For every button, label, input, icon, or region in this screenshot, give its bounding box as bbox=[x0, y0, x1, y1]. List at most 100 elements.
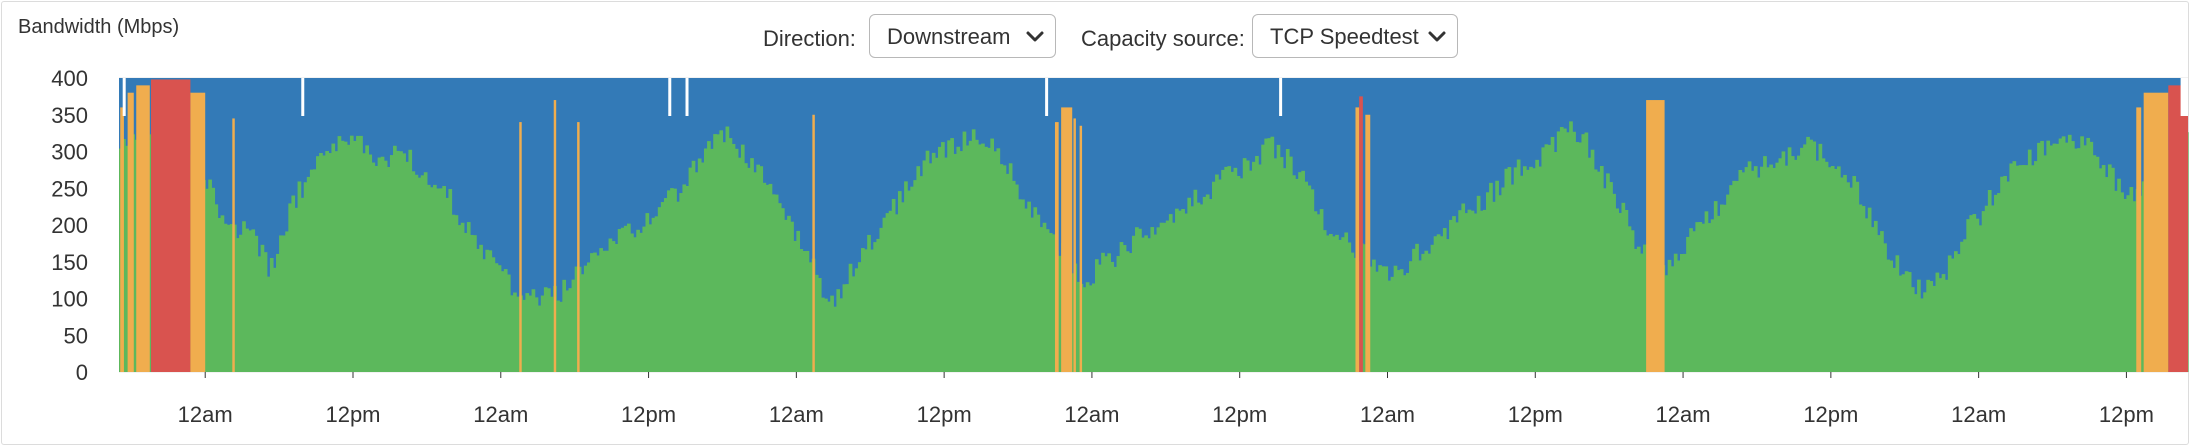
usage-bar bbox=[1710, 219, 1715, 372]
usage-bar bbox=[1088, 285, 1093, 372]
x-tick-label: 12am bbox=[1064, 402, 1119, 427]
usage-bar bbox=[288, 203, 293, 372]
chevron-down-icon bbox=[1428, 31, 1446, 42]
usage-bar bbox=[1461, 203, 1466, 372]
usage-bar bbox=[1178, 210, 1182, 372]
usage-bar bbox=[805, 250, 810, 372]
usage-spike-warning bbox=[190, 92, 206, 372]
usage-bar bbox=[1445, 239, 1450, 372]
usage-bar bbox=[1402, 275, 1407, 372]
usage-bar bbox=[1436, 234, 1441, 372]
usage-bar bbox=[673, 188, 677, 372]
usage-bar bbox=[1883, 243, 1887, 372]
usage-bar bbox=[294, 207, 299, 372]
usage-bar bbox=[1870, 227, 1875, 372]
usage-bar bbox=[466, 222, 471, 372]
direction-select[interactable]: Downstream bbox=[869, 14, 1056, 58]
usage-bar bbox=[1978, 225, 1983, 372]
usage-bar bbox=[1954, 251, 1958, 372]
usage-bar bbox=[605, 250, 610, 372]
usage-bar bbox=[500, 271, 505, 372]
usage-bar bbox=[620, 227, 625, 372]
usage-bar bbox=[1747, 161, 1752, 372]
usage-bar bbox=[1048, 233, 1053, 372]
usage-spike-warning bbox=[1646, 100, 1665, 373]
usage-bar bbox=[460, 222, 465, 372]
usage-bar bbox=[1131, 235, 1136, 372]
usage-bar bbox=[1738, 169, 1743, 372]
usage-bar bbox=[297, 181, 302, 372]
usage-bar bbox=[978, 144, 982, 372]
usage-bar bbox=[371, 162, 376, 372]
usage-bar bbox=[1947, 255, 1952, 372]
usage-bar bbox=[944, 157, 948, 372]
capacity-gap bbox=[1279, 78, 1283, 116]
usage-bar bbox=[1261, 144, 1265, 372]
usage-bar bbox=[2021, 165, 2026, 372]
usage-bar bbox=[306, 176, 311, 372]
usage-bar bbox=[1987, 189, 1992, 372]
usage-bar bbox=[1082, 287, 1087, 372]
usage-spike-warning bbox=[2136, 107, 2142, 373]
chevron-down-icon bbox=[1026, 31, 1044, 42]
usage-bar bbox=[962, 131, 967, 372]
usage-bar bbox=[1975, 218, 1980, 372]
usage-bar bbox=[1704, 211, 1709, 372]
usage-bar bbox=[254, 235, 259, 372]
usage-bar bbox=[2101, 165, 2106, 372]
usage-bar bbox=[1913, 294, 1918, 372]
usage-bar bbox=[1849, 187, 1854, 372]
usage-bar bbox=[2120, 192, 2124, 372]
usage-bar bbox=[802, 250, 807, 372]
usage-bar bbox=[1664, 275, 1669, 372]
usage-bar bbox=[1726, 194, 1730, 372]
usage-bar bbox=[242, 221, 246, 372]
usage-bar bbox=[593, 252, 597, 372]
usage-bar bbox=[1535, 159, 1539, 372]
usage-bar bbox=[630, 233, 634, 372]
usage-bar bbox=[1969, 215, 1974, 372]
usage-bar bbox=[1769, 164, 1773, 372]
x-tick-label: 12pm bbox=[1508, 402, 1563, 427]
usage-bar bbox=[842, 284, 847, 372]
usage-bar bbox=[389, 155, 394, 372]
usage-bar bbox=[1279, 157, 1284, 372]
capacity-source-select[interactable]: TCP Speedtest bbox=[1252, 14, 1458, 58]
usage-bar bbox=[1821, 158, 1826, 372]
usage-bar bbox=[660, 202, 665, 372]
usage-bar bbox=[1005, 173, 1010, 372]
usage-bar bbox=[1673, 253, 1678, 372]
usage-bar bbox=[1498, 195, 1503, 372]
usage-bar bbox=[1827, 167, 1832, 372]
usage-bar bbox=[756, 164, 761, 372]
usage-bar bbox=[934, 157, 939, 372]
usage-bar bbox=[1750, 170, 1755, 372]
usage-bar bbox=[2080, 136, 2084, 372]
usage-bar bbox=[1211, 181, 1216, 372]
usage-bar bbox=[1929, 281, 1934, 372]
usage-bar bbox=[965, 145, 970, 372]
usage-bar bbox=[1215, 174, 1219, 372]
usage-bar bbox=[981, 143, 985, 372]
usage-bar bbox=[1812, 141, 1817, 372]
usage-bar bbox=[1784, 165, 1789, 372]
usage-bar bbox=[1147, 238, 1152, 372]
usage-bar bbox=[1135, 227, 1139, 372]
usage-bar bbox=[596, 255, 600, 372]
usage-bar bbox=[747, 167, 751, 372]
usage-bar bbox=[1338, 239, 1342, 372]
usage-bar bbox=[713, 134, 717, 372]
usage-bar bbox=[1045, 229, 1050, 372]
usage-bar bbox=[414, 174, 419, 372]
usage-bar bbox=[1732, 180, 1737, 372]
usage-bar bbox=[1873, 220, 1878, 372]
usage-bar bbox=[950, 138, 954, 372]
usage-bar bbox=[771, 194, 776, 372]
usage-bar bbox=[1153, 234, 1158, 372]
usage-bar bbox=[1285, 149, 1290, 372]
usage-bar bbox=[1532, 168, 1536, 372]
usage-bar bbox=[1772, 167, 1777, 372]
x-tick-label: 12pm bbox=[621, 402, 676, 427]
usage-bar bbox=[1963, 239, 1967, 372]
usage-bar bbox=[1184, 213, 1188, 372]
